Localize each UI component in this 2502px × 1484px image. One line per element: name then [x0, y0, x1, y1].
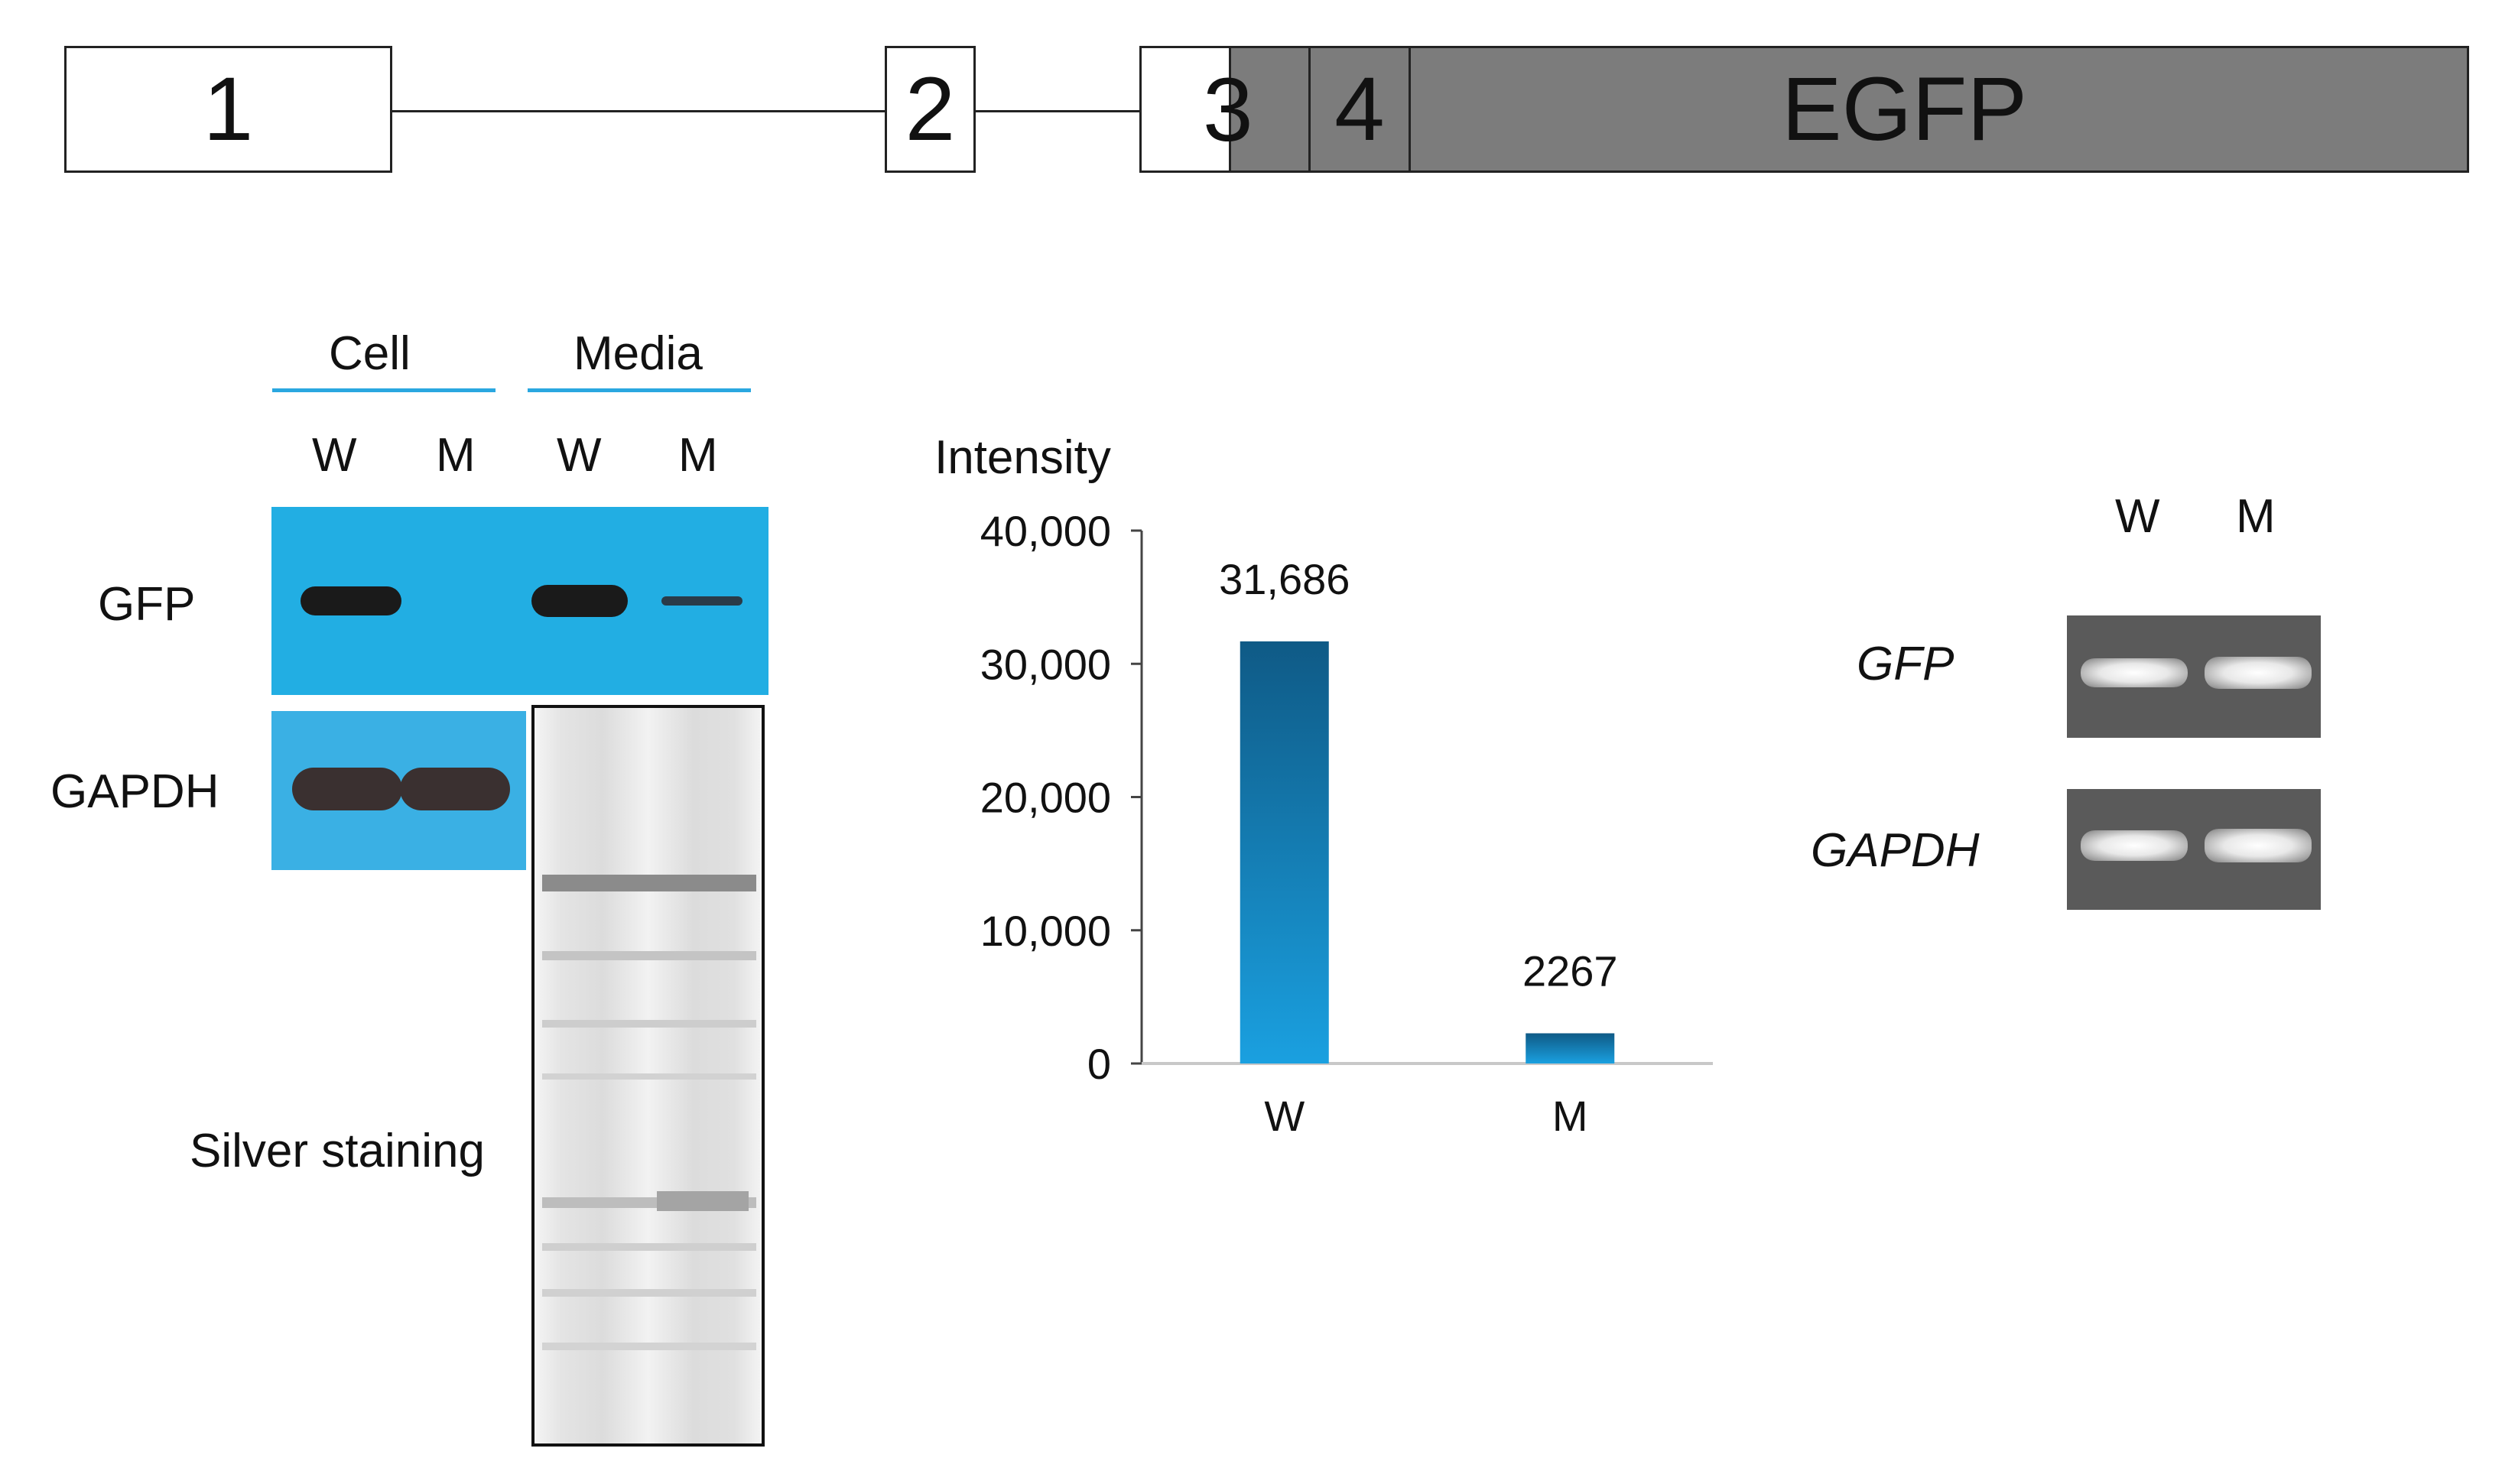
silver-band [657, 1191, 749, 1211]
pcr-lane-label-w: W [2115, 490, 2160, 543]
pcr-lane-label-m: M [2236, 490, 2276, 543]
exon-1-label: 1 [203, 59, 254, 160]
lane-label-media-w: W [557, 429, 602, 482]
bar-w [1240, 641, 1329, 1063]
egfp-reporter: EGFP [1409, 46, 2469, 173]
exon-3-utr [1139, 46, 1231, 173]
gfp-band-media-m [661, 596, 742, 606]
x-tick-label: W [1264, 1092, 1305, 1140]
pcr-band-gapdh-m [2205, 829, 2312, 862]
data-label: 2267 [1522, 947, 1618, 995]
pcr-band-gfp-m [2205, 657, 2312, 689]
y-tick-label: 20,000 [980, 774, 1111, 822]
gapdh-blot-membrane [271, 711, 526, 870]
exon-4-label: 4 [1334, 59, 1385, 160]
silver-band [542, 1343, 756, 1350]
pcr-gel-gfp [2067, 615, 2321, 738]
egfp-label: EGFP [1781, 59, 2028, 160]
gapdh-band-cell-m [400, 768, 510, 810]
silver-band [542, 1073, 756, 1080]
group-underline-cell [272, 388, 496, 392]
row-label-gfp: GFP [98, 578, 196, 631]
row-label-gapdh: GAPDH [50, 765, 219, 818]
pcr-gel-gapdh [2067, 789, 2321, 910]
group-label-cell: Cell [329, 327, 411, 380]
bar-m [1526, 1033, 1615, 1063]
intron-line-2-3 [973, 110, 1142, 112]
silver-band [542, 875, 756, 891]
group-label-media: Media [574, 327, 703, 380]
exon-3-label: 3 [1203, 60, 1253, 161]
gfp-blot-membrane [271, 507, 768, 695]
lane-label-media-m: M [678, 429, 718, 482]
data-label: 31,686 [1219, 555, 1350, 603]
bar-chart-svg: 0 10,000 20,000 30,000 40,000 31,686 W 2267 M [980, 507, 1713, 1140]
pcr-band-gfp-w [2081, 658, 2188, 687]
intron-line-1-2 [390, 110, 887, 112]
y-tick-label: 30,000 [980, 640, 1111, 688]
y-tick-label: 40,000 [980, 507, 1111, 555]
exon-2: 2 [885, 46, 976, 173]
silver-staining-gel [531, 705, 765, 1447]
pcr-row-label-gfp: GFP [1857, 638, 1954, 690]
pcr-band-gapdh-w [2081, 830, 2188, 861]
exon-2-label: 2 [905, 59, 956, 160]
gapdh-band-cell-w [292, 768, 402, 810]
silver-band [542, 951, 756, 960]
y-tick-label: 0 [1087, 1040, 1111, 1088]
exon-4: 4 [1308, 46, 1411, 173]
x-tick-label: M [1552, 1092, 1588, 1140]
exon-1: 1 [64, 46, 392, 173]
gfp-band-media-w [531, 585, 628, 617]
y-tick-label: 10,000 [980, 907, 1111, 955]
gfp-band-cell-w [301, 586, 401, 615]
lane-label-cell-m: M [436, 429, 476, 482]
pcr-row-label-gapdh: GAPDH [1811, 824, 1980, 877]
group-underline-media [528, 388, 751, 392]
silver-band [542, 1020, 756, 1028]
chart-y-axis-title: Intensity [934, 431, 1111, 484]
silver-staining-label: Silver staining [190, 1125, 485, 1177]
silver-band [542, 1289, 756, 1297]
lane-label-cell-w: W [312, 429, 357, 482]
silver-band [542, 1243, 756, 1251]
